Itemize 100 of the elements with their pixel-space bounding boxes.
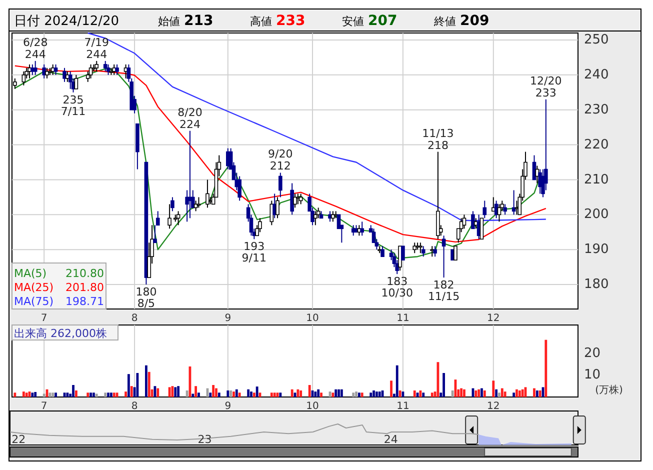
bar	[145, 365, 148, 397]
bar	[483, 390, 486, 397]
annotation: 6/28 244	[22, 36, 48, 61]
bar	[521, 389, 524, 397]
candlestick	[74, 74, 78, 90]
bar	[128, 374, 130, 397]
x-tick-label: 22	[12, 433, 26, 446]
bar	[252, 392, 256, 397]
bar	[238, 392, 241, 397]
bar	[34, 392, 37, 397]
bar	[544, 340, 548, 397]
candlestick	[103, 60, 108, 72]
bar	[218, 392, 220, 397]
text: 始値 213	[158, 13, 214, 29]
bar	[358, 392, 360, 397]
x-tick-label: 12	[487, 401, 500, 412]
candlestick	[482, 200, 487, 219]
candlestick	[106, 64, 110, 76]
candlestick	[33, 60, 38, 76]
text: MA(5) 210.80	[14, 267, 104, 280]
x-tick-label: 8	[131, 401, 138, 412]
bar	[478, 389, 480, 397]
bar	[300, 390, 302, 397]
candlestick	[503, 204, 507, 216]
bar	[209, 392, 212, 397]
bar	[232, 392, 235, 397]
bar	[512, 392, 516, 397]
bar	[492, 380, 495, 397]
x-tick-label: 24	[384, 433, 398, 446]
bar	[52, 392, 54, 397]
bar	[95, 394, 98, 397]
annotation: 235 7/11	[60, 93, 86, 118]
candlestick	[480, 218, 484, 240]
annotation: 7/19 244	[84, 36, 109, 61]
bar	[370, 392, 372, 397]
bar	[533, 388, 536, 397]
annotation: 180 8/5	[136, 286, 157, 310]
x-tick-label: 8	[131, 313, 138, 324]
y-tick-label: 200	[584, 207, 609, 222]
bar	[104, 392, 107, 397]
bar	[14, 392, 16, 397]
x-tick-label: 10	[306, 401, 319, 412]
bar	[192, 394, 194, 397]
bar	[334, 389, 338, 397]
bar	[74, 390, 78, 397]
x-tick-label: 9	[224, 313, 232, 324]
candlestick	[412, 242, 417, 254]
x-tick-label: 9	[224, 401, 232, 412]
bar	[107, 392, 110, 397]
candlestick	[68, 70, 72, 90]
candlestick	[276, 196, 280, 219]
annotation: 193 9/11	[242, 240, 267, 265]
bar	[226, 390, 230, 397]
candlestick	[54, 64, 58, 76]
candlestick	[401, 246, 405, 260]
bar	[430, 392, 434, 397]
bar	[422, 392, 425, 397]
bar	[355, 392, 358, 397]
candlestick	[430, 246, 434, 258]
x-tick-label: 10	[306, 313, 319, 324]
candlestick	[433, 246, 437, 258]
bar	[247, 389, 250, 397]
bar	[250, 392, 252, 397]
bar	[504, 392, 506, 397]
bar	[186, 390, 188, 397]
y-tick-label: 230	[584, 102, 609, 118]
candlestick	[115, 64, 119, 76]
candlestick	[168, 204, 172, 230]
chart-title: 出来高 262,000株	[14, 327, 107, 340]
bar	[90, 392, 92, 397]
bar	[536, 390, 538, 397]
candlestick	[380, 246, 384, 258]
bar	[413, 390, 416, 397]
bar	[156, 388, 160, 397]
candlestick	[94, 60, 99, 72]
bar	[320, 392, 322, 397]
bar	[22, 392, 25, 397]
candlestick	[42, 64, 46, 79]
y-tick-label: 10	[584, 368, 601, 383]
bar	[538, 390, 542, 397]
bar	[463, 389, 466, 397]
bar	[340, 389, 343, 397]
y-tick-label: 250	[584, 32, 609, 48]
bar	[317, 389, 320, 397]
x-tick-label: 23	[198, 433, 212, 446]
candlestick	[454, 246, 458, 260]
candlestick	[293, 193, 297, 208]
candlestick	[471, 210, 475, 230]
y-tick-label: 210	[584, 172, 609, 188]
bar	[92, 392, 95, 397]
bar	[54, 392, 57, 397]
bar	[375, 392, 378, 397]
x-tick-label: 11	[396, 313, 410, 324]
annotation: 9/20 212	[268, 148, 293, 173]
bar	[66, 392, 69, 397]
bar	[338, 389, 340, 397]
y-tick-label: 220	[584, 137, 609, 152]
bar	[474, 390, 478, 397]
x-tick-label: 7	[40, 401, 48, 412]
bar	[498, 392, 500, 397]
